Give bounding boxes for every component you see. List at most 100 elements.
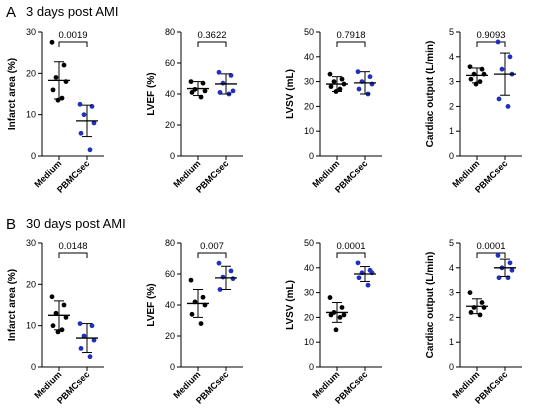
data-point <box>365 282 371 288</box>
y-tick-label: 40 <box>165 89 175 99</box>
y-tick-label: 10 <box>26 321 36 331</box>
data-point <box>77 101 83 107</box>
data-point <box>228 268 234 274</box>
data-point <box>495 253 501 258</box>
data-point <box>339 305 345 310</box>
y-tick-label: 20 <box>304 312 314 322</box>
y-tick-label: 0 <box>449 151 454 161</box>
significance-bracket <box>58 41 88 47</box>
row-a-header: A 3 days post AMI <box>6 4 119 21</box>
y-tick-label: 0 <box>309 362 314 372</box>
y-tick-label: 3 <box>449 288 454 298</box>
data-point <box>356 86 362 92</box>
significance-bracket <box>197 41 227 47</box>
data-point <box>337 86 343 92</box>
data-point <box>220 274 226 280</box>
data-point <box>61 62 67 68</box>
data-point <box>367 74 373 80</box>
panel-0: Infarct area (%)0102030MediumPBMCsec0.00… <box>7 27 104 195</box>
data-point <box>355 260 361 266</box>
y-tick-label: 3 <box>449 77 454 87</box>
significance-bracket <box>336 41 366 47</box>
data-point <box>87 147 93 153</box>
data-point <box>230 276 236 282</box>
panel-letter-a: A <box>6 4 16 21</box>
y-tick-label: 30 <box>26 238 36 248</box>
y-axis-label: Infarct area (%) <box>7 269 18 341</box>
y-tick-label: 30 <box>304 288 314 298</box>
data-point <box>77 321 83 326</box>
data-point <box>91 337 97 343</box>
data-point <box>328 312 334 318</box>
data-point <box>327 295 333 300</box>
p-value-label: 0.0001 <box>476 241 505 252</box>
y-tick-label: 2 <box>449 312 454 322</box>
significance-bracket <box>476 252 506 258</box>
panel-title-b: 30 days post AMI <box>26 216 126 231</box>
y-tick-label: 5 <box>449 27 454 37</box>
y-tick-label: 80 <box>165 27 175 37</box>
y-tick-label: 60 <box>165 58 175 68</box>
data-point <box>220 80 226 86</box>
data-point <box>91 120 97 126</box>
data-point <box>81 112 87 118</box>
data-point <box>505 104 511 109</box>
y-axis-label: LVSV (mL) <box>285 69 296 119</box>
p-value-label: 0.7918 <box>336 30 365 41</box>
y-tick-label: 20 <box>165 331 175 341</box>
y-axis-label: LVEF (%) <box>146 72 157 115</box>
data-point <box>49 39 55 45</box>
panel-7: Cardiac output (L/min)012345MediumPBMCse… <box>425 238 522 406</box>
significance-bracket <box>197 252 227 258</box>
data-point <box>217 287 223 292</box>
data-point <box>216 260 222 266</box>
data-point <box>50 87 56 93</box>
y-tick-label: 5 <box>449 238 454 248</box>
data-point <box>327 71 333 77</box>
data-point <box>341 312 347 318</box>
y-tick-label: 2 <box>449 101 454 111</box>
data-point <box>356 275 362 281</box>
data-point <box>89 323 95 329</box>
panel-3: Cardiac output (L/min)012345MediumPBMCse… <box>425 27 522 195</box>
data-point <box>467 64 473 70</box>
data-point <box>188 277 194 283</box>
y-tick-label: 50 <box>304 238 314 248</box>
data-point <box>499 66 505 72</box>
y-axis-label: LVEF (%) <box>146 283 157 326</box>
data-point <box>202 88 208 94</box>
y-tick-label: 10 <box>304 126 314 136</box>
data-point <box>495 39 501 45</box>
y-tick-label: 20 <box>26 279 36 289</box>
y-tick-label: 1 <box>449 337 454 347</box>
y-tick-label: 4 <box>449 52 454 62</box>
data-point <box>63 315 69 320</box>
data-point <box>49 294 55 300</box>
data-point <box>355 69 361 75</box>
y-tick-label: 10 <box>26 110 36 120</box>
data-point <box>230 88 236 94</box>
data-point <box>507 54 513 60</box>
data-point <box>333 327 339 333</box>
data-point <box>216 69 222 75</box>
y-tick-label: 80 <box>165 238 175 248</box>
panel-title-a: 3 days post AMI <box>26 4 119 19</box>
data-point <box>198 321 204 326</box>
row-b-header: B 30 days post AMI <box>6 216 126 233</box>
p-value-label: 0.3622 <box>197 30 226 41</box>
p-value-label: 0.0019 <box>58 30 87 41</box>
data-point <box>53 310 59 316</box>
data-point <box>189 311 195 317</box>
data-point <box>50 323 56 329</box>
panel-4: Infarct area (%)0102030MediumPBMCsec0.01… <box>7 238 104 406</box>
data-point <box>189 90 195 95</box>
y-tick-label: 0 <box>170 151 175 161</box>
p-value-label: 0.9093 <box>476 30 505 41</box>
y-tick-label: 40 <box>304 52 314 62</box>
panel-letter-b: B <box>6 216 16 233</box>
y-tick-label: 0 <box>31 362 36 372</box>
